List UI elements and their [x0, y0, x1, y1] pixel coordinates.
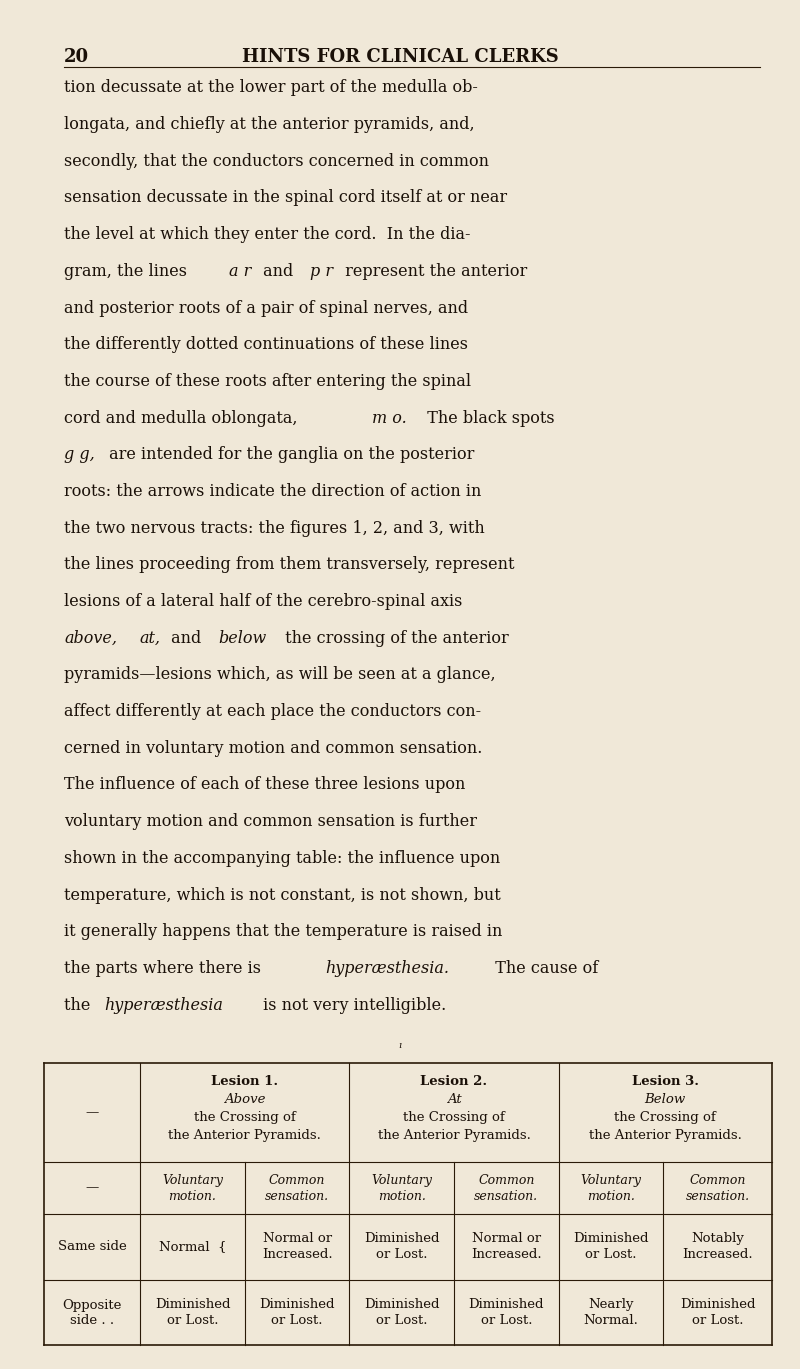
Text: the course of these roots after entering the spinal: the course of these roots after entering…: [64, 372, 471, 390]
Text: cerned in voluntary motion and common sensation.: cerned in voluntary motion and common se…: [64, 739, 482, 757]
Text: voluntary motion and common sensation is further: voluntary motion and common sensation is…: [64, 813, 477, 830]
Text: Notably
Increased.: Notably Increased.: [682, 1232, 753, 1261]
Text: the: the: [64, 997, 95, 1013]
Text: Diminished
or Lost.: Diminished or Lost.: [364, 1232, 439, 1261]
Text: and: and: [258, 263, 298, 279]
Text: the two nervous tracts: the figures 1, 2, and 3, with: the two nervous tracts: the figures 1, 2…: [64, 520, 485, 537]
Text: At: At: [446, 1092, 462, 1106]
Text: temperature, which is not constant, is not shown, but: temperature, which is not constant, is n…: [64, 887, 501, 904]
Text: longata, and chiefly at the anterior pyramids, and,: longata, and chiefly at the anterior pyr…: [64, 116, 474, 133]
Text: gram, the lines: gram, the lines: [64, 263, 192, 279]
Text: and: and: [166, 630, 206, 646]
Text: Diminished
or Lost.: Diminished or Lost.: [573, 1232, 649, 1261]
Text: HINTS FOR CLINICAL CLERKS: HINTS FOR CLINICAL CLERKS: [242, 48, 558, 66]
Text: Same side: Same side: [58, 1240, 126, 1254]
Text: g g,: g g,: [64, 446, 94, 463]
Text: m o.: m o.: [372, 409, 406, 427]
Text: 20: 20: [64, 48, 89, 66]
Text: Diminished
or Lost.: Diminished or Lost.: [680, 1298, 755, 1327]
Text: Common
sensation.: Common sensation.: [474, 1173, 538, 1202]
Text: the Crossing of: the Crossing of: [194, 1110, 296, 1124]
Text: Nearly
Normal.: Nearly Normal.: [583, 1298, 638, 1327]
Text: —: —: [86, 1106, 98, 1120]
Text: the Anterior Pyramids.: the Anterior Pyramids.: [168, 1128, 322, 1142]
Text: Lesion 2.: Lesion 2.: [421, 1075, 487, 1088]
Text: is not very intelligible.: is not very intelligible.: [258, 997, 446, 1013]
Text: above,: above,: [64, 630, 117, 646]
Text: ı: ı: [398, 1040, 402, 1050]
Text: Common
sensation.: Common sensation.: [686, 1173, 750, 1202]
Text: The cause of: The cause of: [485, 960, 598, 977]
Text: Common
sensation.: Common sensation.: [265, 1173, 329, 1202]
Text: cord and medulla oblongata,: cord and medulla oblongata,: [64, 409, 302, 427]
Text: below: below: [218, 630, 266, 646]
Text: p r: p r: [310, 263, 333, 279]
Text: represent the anterior: represent the anterior: [340, 263, 527, 279]
Text: secondly, that the conductors concerned in common: secondly, that the conductors concerned …: [64, 153, 489, 170]
Text: —: —: [86, 1181, 98, 1195]
Text: hyperæsthesia.: hyperæsthesia.: [325, 960, 449, 977]
Text: the Anterior Pyramids.: the Anterior Pyramids.: [589, 1128, 742, 1142]
Text: shown in the accompanying table: the influence upon: shown in the accompanying table: the inf…: [64, 850, 500, 867]
Text: Voluntary
motion.: Voluntary motion.: [581, 1173, 642, 1202]
Text: a r: a r: [230, 263, 251, 279]
Text: the crossing of the anterior: the crossing of the anterior: [281, 630, 510, 646]
Text: Normal or
Increased.: Normal or Increased.: [262, 1232, 333, 1261]
Text: at,: at,: [139, 630, 160, 646]
Text: are intended for the ganglia on the posterior: are intended for the ganglia on the post…: [104, 446, 474, 463]
Text: Above: Above: [224, 1092, 266, 1106]
Text: Voluntary
motion.: Voluntary motion.: [371, 1173, 432, 1202]
Text: it generally happens that the temperature is raised in: it generally happens that the temperatur…: [64, 923, 502, 941]
Text: Diminished
or Lost.: Diminished or Lost.: [364, 1298, 439, 1327]
Text: affect differently at each place the conductors con-: affect differently at each place the con…: [64, 704, 481, 720]
Text: and posterior roots of a pair of spinal nerves, and: and posterior roots of a pair of spinal …: [64, 300, 468, 316]
Text: the parts where there is: the parts where there is: [64, 960, 266, 977]
Text: lesions of a lateral half of the cerebro-spinal axis: lesions of a lateral half of the cerebro…: [64, 593, 462, 611]
Text: Diminished
or Lost.: Diminished or Lost.: [469, 1298, 544, 1327]
Text: Normal  {: Normal {: [158, 1240, 226, 1254]
Text: the Crossing of: the Crossing of: [403, 1110, 505, 1124]
Text: Lesion 3.: Lesion 3.: [632, 1075, 699, 1088]
Text: Diminished
or Lost.: Diminished or Lost.: [154, 1298, 230, 1327]
Text: roots: the arrows indicate the direction of action in: roots: the arrows indicate the direction…: [64, 483, 482, 500]
Text: Lesion 1.: Lesion 1.: [211, 1075, 278, 1088]
Text: Normal or
Increased.: Normal or Increased.: [471, 1232, 542, 1261]
Text: tion decussate at the lower part of the medulla ob-: tion decussate at the lower part of the …: [64, 79, 478, 96]
Text: the level at which they enter the cord.  In the dia-: the level at which they enter the cord. …: [64, 226, 470, 244]
Text: hyperæsthesia: hyperæsthesia: [105, 997, 223, 1013]
Text: Opposite
side . .: Opposite side . .: [62, 1299, 122, 1327]
Text: the lines proceeding from them transversely, represent: the lines proceeding from them transvers…: [64, 556, 514, 574]
Text: Diminished
or Lost.: Diminished or Lost.: [259, 1298, 335, 1327]
Text: the Crossing of: the Crossing of: [614, 1110, 716, 1124]
Text: The influence of each of these three lesions upon: The influence of each of these three les…: [64, 776, 466, 794]
Text: the differently dotted continuations of these lines: the differently dotted continuations of …: [64, 337, 468, 353]
Text: Below: Below: [645, 1092, 686, 1106]
Text: The black spots: The black spots: [417, 409, 554, 427]
Text: sensation decussate in the spinal cord itself at or near: sensation decussate in the spinal cord i…: [64, 189, 507, 207]
Text: pyramids—lesions which, as will be seen at a glance,: pyramids—lesions which, as will be seen …: [64, 667, 496, 683]
Text: the Anterior Pyramids.: the Anterior Pyramids.: [378, 1128, 530, 1142]
Text: Voluntary
motion.: Voluntary motion.: [162, 1173, 223, 1202]
